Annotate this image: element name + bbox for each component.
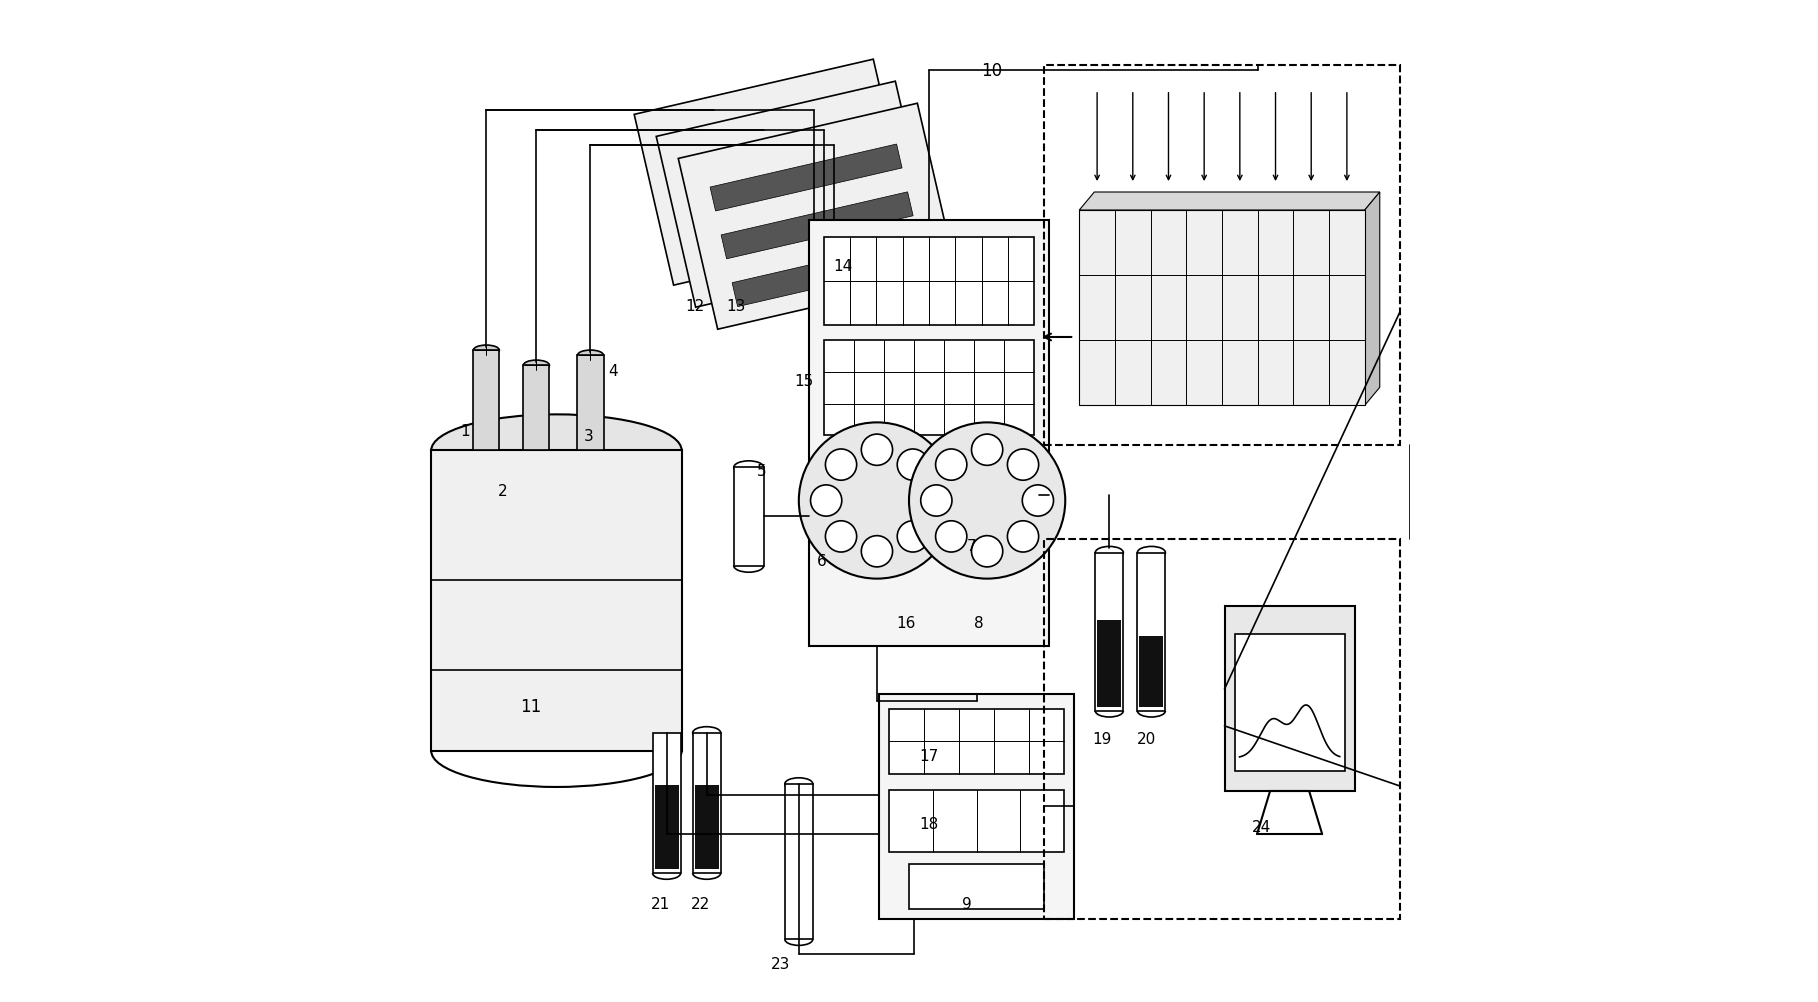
Circle shape xyxy=(1007,450,1038,481)
Bar xyxy=(889,709,1064,775)
Ellipse shape xyxy=(1094,547,1124,559)
Text: 3: 3 xyxy=(584,429,593,444)
Circle shape xyxy=(862,435,893,466)
Text: 8: 8 xyxy=(974,615,984,630)
Bar xyxy=(694,786,718,869)
Text: 9: 9 xyxy=(962,896,973,911)
Text: 16: 16 xyxy=(896,615,914,630)
Bar xyxy=(1098,620,1122,707)
Polygon shape xyxy=(700,170,891,237)
Polygon shape xyxy=(634,60,913,286)
Bar xyxy=(785,785,813,939)
Polygon shape xyxy=(678,104,956,330)
Circle shape xyxy=(936,521,967,552)
Text: 23: 23 xyxy=(771,956,791,971)
Circle shape xyxy=(971,435,1004,466)
Text: 21: 21 xyxy=(651,896,669,911)
Ellipse shape xyxy=(524,361,549,371)
Ellipse shape xyxy=(431,415,682,487)
Bar xyxy=(1225,606,1354,792)
Text: 1: 1 xyxy=(460,424,469,439)
Bar xyxy=(809,220,1049,646)
Bar xyxy=(1140,636,1164,707)
Bar xyxy=(889,791,1064,853)
Text: 19: 19 xyxy=(1093,731,1111,746)
Bar xyxy=(1234,634,1345,772)
Polygon shape xyxy=(722,192,913,260)
Bar xyxy=(1094,553,1124,711)
Text: 11: 11 xyxy=(520,697,542,715)
Ellipse shape xyxy=(578,351,604,361)
Polygon shape xyxy=(676,148,869,215)
Ellipse shape xyxy=(1138,547,1165,559)
Bar xyxy=(734,468,764,566)
Bar xyxy=(524,366,549,451)
Text: 18: 18 xyxy=(920,816,938,831)
Circle shape xyxy=(1022,485,1054,517)
Ellipse shape xyxy=(785,778,813,791)
Polygon shape xyxy=(665,101,858,167)
Text: 2: 2 xyxy=(498,484,507,498)
Text: 24: 24 xyxy=(1251,819,1271,834)
Circle shape xyxy=(825,521,856,552)
Polygon shape xyxy=(687,196,880,264)
Bar xyxy=(1080,210,1365,406)
Circle shape xyxy=(898,521,929,552)
Circle shape xyxy=(909,423,1065,579)
Text: 20: 20 xyxy=(1138,731,1156,746)
Bar xyxy=(473,351,500,451)
Ellipse shape xyxy=(473,346,500,356)
Text: 6: 6 xyxy=(816,553,827,568)
Circle shape xyxy=(936,450,967,481)
Polygon shape xyxy=(733,240,924,308)
Polygon shape xyxy=(1080,192,1380,210)
Polygon shape xyxy=(711,145,902,211)
Bar xyxy=(824,237,1034,326)
Polygon shape xyxy=(687,123,880,189)
Bar xyxy=(909,864,1044,909)
Text: 17: 17 xyxy=(920,748,938,764)
Text: 10: 10 xyxy=(982,62,1002,80)
Circle shape xyxy=(798,423,954,579)
Polygon shape xyxy=(711,218,902,286)
Ellipse shape xyxy=(693,727,720,739)
Circle shape xyxy=(825,450,856,481)
Circle shape xyxy=(971,536,1004,567)
Circle shape xyxy=(862,536,893,567)
Circle shape xyxy=(920,485,953,517)
Polygon shape xyxy=(656,82,934,308)
Text: 12: 12 xyxy=(685,299,705,314)
Bar xyxy=(878,694,1074,919)
Text: 7: 7 xyxy=(967,538,976,553)
Text: 15: 15 xyxy=(794,374,813,389)
Circle shape xyxy=(1007,521,1038,552)
Circle shape xyxy=(913,485,944,517)
Text: 4: 4 xyxy=(609,364,618,379)
Text: 13: 13 xyxy=(727,299,745,314)
Circle shape xyxy=(811,485,842,517)
Ellipse shape xyxy=(734,461,764,475)
Circle shape xyxy=(898,450,929,481)
Bar xyxy=(824,341,1034,436)
Bar xyxy=(1138,553,1165,711)
Bar xyxy=(654,786,678,869)
Bar xyxy=(578,356,604,451)
Bar xyxy=(693,733,720,873)
Ellipse shape xyxy=(653,727,680,739)
Bar xyxy=(653,733,680,873)
Text: 5: 5 xyxy=(756,464,767,479)
Text: 14: 14 xyxy=(833,259,853,274)
Polygon shape xyxy=(1365,192,1380,406)
Text: 22: 22 xyxy=(691,896,709,911)
Polygon shape xyxy=(431,451,682,752)
Bar xyxy=(1044,66,1400,446)
Bar xyxy=(1044,539,1400,919)
